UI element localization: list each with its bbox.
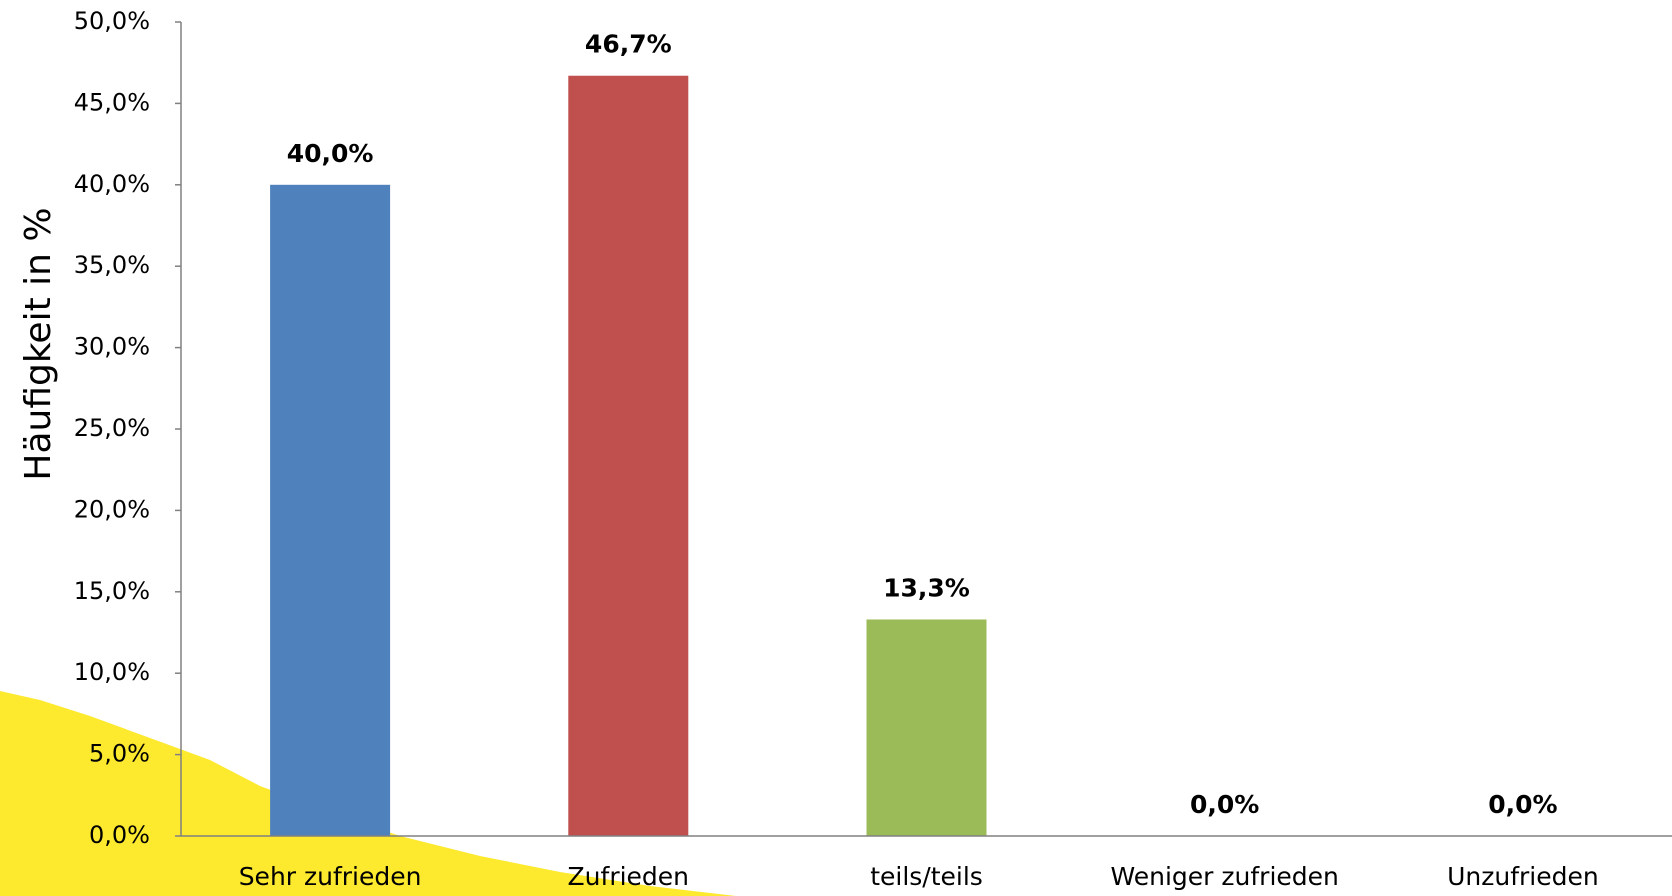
- yellow-decoration: [0, 691, 736, 896]
- bar: [866, 619, 987, 836]
- plot: 0,0% 5,0% 10,0% 15,0% 20,0% 25,0% 30,0% 35,0% 40…: [74, 7, 1599, 891]
- value-label: 0,0%: [1190, 790, 1259, 819]
- y-tick-label: 40,0%: [74, 170, 150, 198]
- bar: [568, 75, 689, 836]
- y-tick-label: 50,0%: [74, 7, 150, 35]
- value-label: 40,0%: [287, 139, 374, 168]
- y-tick-label: 45,0%: [74, 88, 150, 116]
- y-tick-label: 15,0%: [74, 577, 150, 605]
- y-axis-title: Häufigkeit in %: [18, 207, 59, 480]
- x-tick-label: teils/teils: [870, 862, 983, 891]
- y-tick-label: 20,0%: [74, 495, 150, 523]
- bar: [270, 184, 391, 837]
- value-label: 0,0%: [1488, 790, 1557, 819]
- value-label: 13,3%: [883, 573, 970, 602]
- value-label: 46,7%: [585, 30, 672, 59]
- x-tick-label: Sehr zufrieden: [239, 862, 422, 891]
- x-tick-label: Unzufrieden: [1447, 862, 1599, 891]
- y-tick-label: 10,0%: [74, 658, 150, 686]
- y-tick-label: 5,0%: [89, 740, 150, 768]
- x-tick-label: Zufrieden: [568, 862, 689, 891]
- y-tick-label: 35,0%: [74, 251, 150, 279]
- y-tick-label: 30,0%: [74, 333, 150, 361]
- x-tick-label: Weniger zufrieden: [1111, 862, 1339, 891]
- y-tick-label: 0,0%: [89, 821, 150, 849]
- y-tick-label: 25,0%: [74, 414, 150, 442]
